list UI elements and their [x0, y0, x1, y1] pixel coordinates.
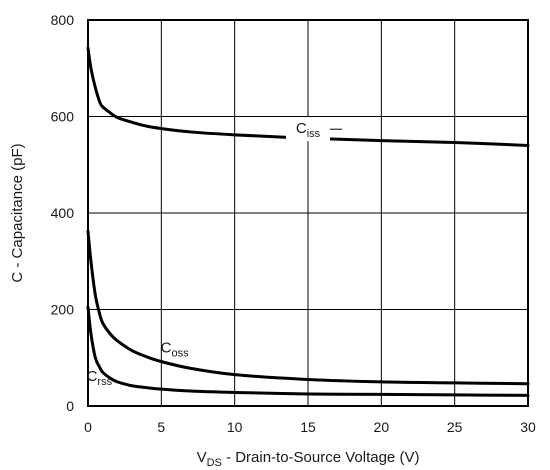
- annotation-coss: Coss: [161, 339, 189, 359]
- series-line-ciss: [86, 46, 530, 147]
- x-tick-labels: 0 5 10 15 20 25 30: [84, 419, 536, 435]
- annotation-label-sub: iss: [307, 128, 321, 140]
- annotation-background: [286, 117, 330, 142]
- x-tick-label-0: 0: [84, 419, 92, 435]
- x-axis-title-rest: - Drain-to-Source Voltage (V): [222, 449, 420, 466]
- grid: [87, 19, 529, 407]
- x-tick-label-1: 5: [157, 419, 165, 435]
- x-axis-title-sub: DS: [207, 457, 222, 469]
- y-tick-label-3: 600: [51, 109, 75, 125]
- plot-frame: [87, 19, 529, 407]
- annotation-label-ciss: Ciss: [296, 120, 321, 140]
- series-line-coss: [86, 229, 530, 386]
- y-tick-labels: 0 200 400 600 800: [51, 12, 75, 414]
- annotation-crss: Crss: [87, 368, 113, 388]
- x-tick-label-2: 10: [227, 419, 243, 435]
- x-tick-label-5: 25: [447, 419, 463, 435]
- annotation-label-sub: rss: [97, 376, 112, 388]
- x-tick-label-4: 20: [374, 419, 390, 435]
- annotation-label-crss: Crss: [87, 368, 113, 388]
- annotation-label-main: C: [296, 120, 307, 137]
- annotation-label-main: C: [161, 339, 172, 356]
- y-tick-label-1: 200: [51, 302, 75, 318]
- annotation-label-main: C: [87, 368, 98, 385]
- annotation-label-coss: Coss: [161, 339, 189, 359]
- series-line-crss: [86, 305, 530, 397]
- annotation-ciss: Ciss: [286, 117, 342, 142]
- x-tick-label-3: 15: [300, 419, 316, 435]
- y-tick-label-4: 800: [51, 12, 75, 28]
- y-tick-label-2: 400: [51, 205, 75, 221]
- x-axis-title: VDS - Drain-to-Source Voltage (V): [197, 449, 420, 469]
- x-tick-label-6: 30: [520, 419, 536, 435]
- series-layer: [86, 46, 530, 397]
- y-tick-label-0: 0: [66, 398, 74, 414]
- y-axis-title: C - Capacitance (pF): [9, 143, 26, 282]
- annotation-label-sub: oss: [172, 347, 190, 359]
- x-axis-title-main: V: [197, 449, 207, 466]
